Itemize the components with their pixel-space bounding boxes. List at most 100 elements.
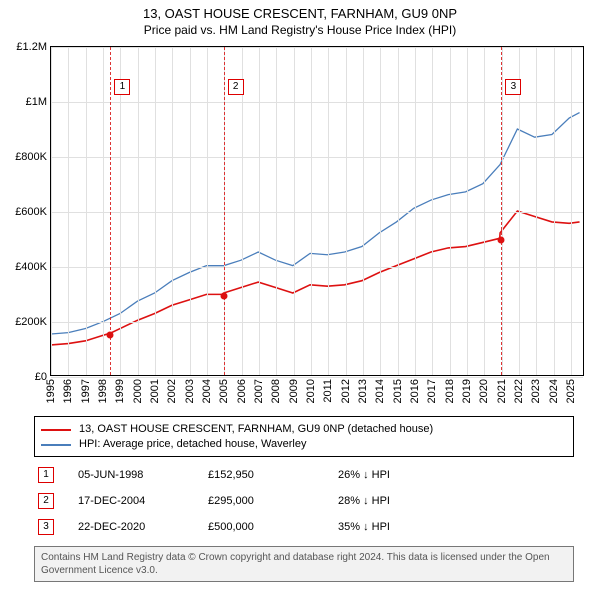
- x-axis-label: 2006: [236, 379, 248, 403]
- x-axis-label: 2019: [461, 379, 473, 403]
- x-axis-label: 2010: [305, 379, 317, 403]
- x-axis-label: 1995: [45, 379, 57, 403]
- x-axis-label: 2013: [357, 379, 369, 403]
- transaction-number: 1: [38, 467, 54, 483]
- gridline-vertical: [571, 47, 572, 375]
- x-axis-label: 2014: [374, 379, 386, 403]
- gridline-vertical: [68, 47, 69, 375]
- gridline-vertical: [51, 47, 52, 375]
- gridline-vertical: [311, 47, 312, 375]
- chart-legend: 13, OAST HOUSE CRESCENT, FARNHAM, GU9 0N…: [34, 416, 574, 457]
- x-axis-label: 1996: [62, 379, 74, 403]
- x-axis-label: 2002: [166, 379, 178, 403]
- gridline-vertical: [103, 47, 104, 375]
- legend-swatch: [41, 444, 71, 446]
- gridline-vertical: [536, 47, 537, 375]
- x-axis-label: 2021: [496, 379, 508, 403]
- gridline-vertical: [484, 47, 485, 375]
- x-axis-label: 2024: [548, 379, 560, 403]
- gridline-horizontal: [51, 102, 583, 103]
- gridline-horizontal: [51, 212, 583, 213]
- gridline-vertical: [190, 47, 191, 375]
- gridline-vertical: [450, 47, 451, 375]
- gridline-vertical: [380, 47, 381, 375]
- y-axis-label: £1M: [26, 96, 51, 108]
- legend-text: HPI: Average price, detached house, Wave…: [79, 437, 306, 452]
- transaction-delta: 26% ↓ HPI: [338, 469, 574, 481]
- transaction-marker-number: 3: [505, 79, 521, 95]
- gridline-vertical: [432, 47, 433, 375]
- y-axis-label: £600K: [15, 206, 51, 218]
- x-axis-label: 2012: [340, 379, 352, 403]
- x-axis-label: 2025: [565, 379, 577, 403]
- transaction-date: 22-DEC-2020: [78, 521, 208, 533]
- transaction-date: 17-DEC-2004: [78, 495, 208, 507]
- chart-lines-svg: [51, 47, 583, 375]
- x-axis-label: 2003: [184, 379, 196, 403]
- chart-plot-area: £0£200K£400K£600K£800K£1M£1.2M1995199619…: [50, 46, 584, 376]
- gridline-vertical: [242, 47, 243, 375]
- x-axis-label: 2000: [132, 379, 144, 403]
- x-axis-label: 2020: [478, 379, 490, 403]
- gridline-vertical: [86, 47, 87, 375]
- x-axis-label: 2022: [513, 379, 525, 403]
- y-axis-label: £1.2M: [16, 41, 51, 53]
- gridline-vertical: [207, 47, 208, 375]
- legend-row: HPI: Average price, detached house, Wave…: [41, 437, 567, 452]
- copyright-notice: Contains HM Land Registry data © Crown c…: [34, 546, 574, 582]
- gridline-vertical: [346, 47, 347, 375]
- gridline-vertical: [519, 47, 520, 375]
- transaction-marker-dot: [107, 331, 114, 338]
- legend-row: 13, OAST HOUSE CRESCENT, FARNHAM, GU9 0N…: [41, 422, 567, 437]
- transaction-number: 3: [38, 519, 54, 535]
- x-axis-label: 2011: [322, 379, 334, 403]
- gridline-horizontal: [51, 322, 583, 323]
- transactions-table: 1 05-JUN-1998£152,95026% ↓ HPI 2 17-DEC-200…: [34, 462, 574, 540]
- gridline-vertical: [294, 47, 295, 375]
- gridline-horizontal: [51, 377, 583, 378]
- gridline-vertical: [120, 47, 121, 375]
- transaction-marker-number: 1: [114, 79, 130, 95]
- y-axis-label: £400K: [15, 261, 51, 273]
- x-axis-label: 2023: [530, 379, 542, 403]
- transaction-row: 322-DEC-2020£500,00035% ↓ HPI: [34, 514, 574, 540]
- transaction-price: £152,950: [208, 469, 338, 481]
- transaction-marker-number: 2: [228, 79, 244, 95]
- gridline-horizontal: [51, 47, 583, 48]
- transaction-marker-dot: [498, 236, 505, 243]
- x-axis-label: 2009: [288, 379, 300, 403]
- transaction-row: 217-DEC-2004£295,00028% ↓ HPI: [34, 488, 574, 514]
- gridline-vertical: [172, 47, 173, 375]
- series-line-property_price: [51, 211, 580, 345]
- transaction-marker-line: [110, 47, 111, 375]
- gridline-horizontal: [51, 267, 583, 268]
- transaction-row: 1 05-JUN-1998£152,95026% ↓ HPI: [34, 462, 574, 488]
- legend-swatch: [41, 429, 71, 431]
- chart-subtitle: Price paid vs. HM Land Registry's House …: [0, 21, 600, 41]
- x-axis-label: 1998: [97, 379, 109, 403]
- series-line-hpi: [51, 113, 580, 334]
- gridline-vertical: [138, 47, 139, 375]
- transaction-number: 2: [38, 493, 54, 509]
- x-axis-label: 2005: [218, 379, 230, 403]
- x-axis-label: 2007: [253, 379, 265, 403]
- transaction-marker-dot: [220, 292, 227, 299]
- transaction-marker-line: [501, 47, 502, 375]
- chart-container: 13, OAST HOUSE CRESCENT, FARNHAM, GU9 0N…: [0, 0, 600, 590]
- legend-text: 13, OAST HOUSE CRESCENT, FARNHAM, GU9 0N…: [79, 422, 433, 437]
- x-axis-label: 1999: [114, 379, 126, 403]
- x-axis-label: 2015: [392, 379, 404, 403]
- x-axis-label: 2008: [270, 379, 282, 403]
- chart-title: 13, OAST HOUSE CRESCENT, FARNHAM, GU9 0N…: [0, 0, 600, 21]
- gridline-vertical: [155, 47, 156, 375]
- x-axis-label: 2018: [444, 379, 456, 403]
- x-axis-label: 2017: [426, 379, 438, 403]
- transaction-marker-line: [224, 47, 225, 375]
- gridline-vertical: [467, 47, 468, 375]
- transaction-price: £295,000: [208, 495, 338, 507]
- gridline-vertical: [415, 47, 416, 375]
- x-axis-label: 2016: [409, 379, 421, 403]
- transaction-date: 05-JUN-1998: [78, 469, 208, 481]
- y-axis-label: £800K: [15, 151, 51, 163]
- gridline-vertical: [276, 47, 277, 375]
